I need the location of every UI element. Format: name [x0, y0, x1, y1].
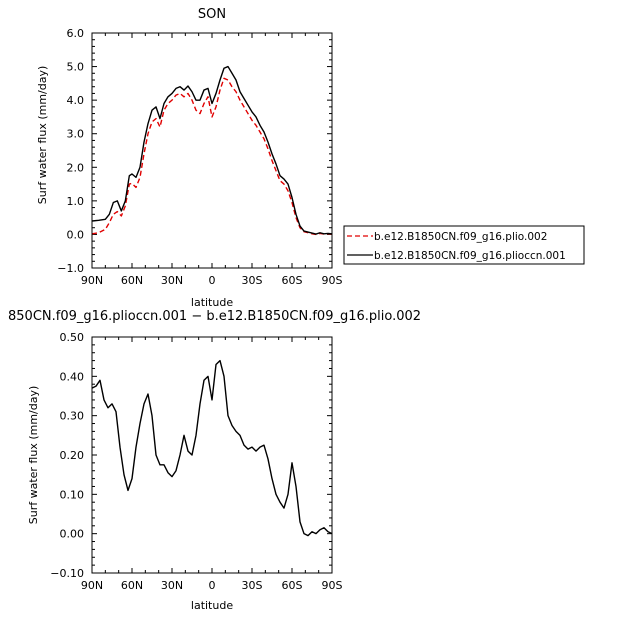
- top-x-tick-label: 60S: [282, 274, 303, 287]
- bottom-y-tick-label: 0.50: [60, 331, 85, 344]
- top-y-tick-label: 6.0: [67, 27, 85, 40]
- bottom-y-tick-label: 0.40: [60, 370, 85, 383]
- bottom-x-tick-label: 30S: [242, 579, 263, 592]
- top-x-axis-label: latitude: [191, 296, 233, 309]
- top-series-lines: [91, 65, 333, 236]
- top-ticks: 90N 60N 30N 0 30S 60S 90S −1.0 0.0 1.0 2.0 3.0 4.0 5.…: [57, 27, 342, 287]
- bottom-y-tick-label: 0.20: [60, 449, 85, 462]
- top-panel: SON Surf water flux (mm/day) latitude 90…: [36, 7, 343, 309]
- top-y-tick-label: 2.0: [67, 161, 85, 174]
- bottom-x-tick-label: 90N: [81, 579, 103, 592]
- legend-box: [343, 225, 585, 265]
- bottom-panel: 850CN.f09_g16.plioccn.001 − b.e12.B1850C…: [8, 309, 421, 612]
- top-y-tick-label: 4.0: [67, 94, 85, 107]
- top-chart-title: SON: [198, 7, 226, 22]
- bottom-y-tick-label: 0.10: [60, 488, 85, 501]
- top-x-tick-label: 60N: [121, 274, 143, 287]
- bottom-y-axis-label: Surf water flux (mm/day): [27, 386, 40, 525]
- legend: b.e12.B1850CN.f09_g16.plio.002 b.e12.B18…: [343, 225, 585, 265]
- bottom-plot-frame: [91, 336, 333, 574]
- bottom-y-tick-label: 0.30: [60, 410, 85, 423]
- bottom-y-tick-label: 0.00: [60, 528, 85, 541]
- bottom-chart-title: 850CN.f09_g16.plioccn.001 − b.e12.B1850C…: [8, 309, 421, 324]
- top-x-tick-label: 90S: [322, 274, 343, 287]
- top-plot-frame: [91, 32, 333, 269]
- top-y-tick-label: 0.0: [67, 228, 85, 241]
- legend-label-plio: b.e12.B1850CN.f09_g16.plio.002: [374, 231, 547, 243]
- bottom-x-tick-label: 0: [209, 579, 216, 592]
- bottom-series-line-0: [91, 359, 333, 537]
- top-x-tick-label: 30S: [242, 274, 263, 287]
- bottom-ticks: 90N 60N 30N 0 30S 60S 90S −0.10 0.00 0.10 0.20 0.30…: [50, 331, 342, 592]
- top-y-tick-label: 1.0: [67, 195, 85, 208]
- top-x-tick-label: 30N: [161, 274, 183, 287]
- top-y-axis-label: Surf water flux (mm/day): [36, 66, 49, 205]
- legend-label-plioccn: b.e12.B1850CN.f09_g16.plioccn.001: [374, 250, 566, 262]
- top-y-tick-label: 3.0: [67, 128, 85, 141]
- top-y-tick-label: 5.0: [67, 61, 85, 74]
- bottom-series-lines: [91, 359, 333, 537]
- top-x-tick-label: 90N: [81, 274, 103, 287]
- top-y-tick-label: −1.0: [57, 262, 84, 275]
- bottom-x-tick-label: 90S: [322, 579, 343, 592]
- top-series-line-1: [91, 65, 333, 235]
- top-series-line-0: [91, 77, 333, 236]
- bottom-x-tick-label: 60S: [282, 579, 303, 592]
- bottom-x-axis-label: latitude: [191, 599, 233, 612]
- bottom-x-tick-label: 30N: [161, 579, 183, 592]
- bottom-x-tick-label: 60N: [121, 579, 143, 592]
- top-x-tick-label: 0: [209, 274, 216, 287]
- bottom-y-tick-label: −0.10: [50, 567, 84, 580]
